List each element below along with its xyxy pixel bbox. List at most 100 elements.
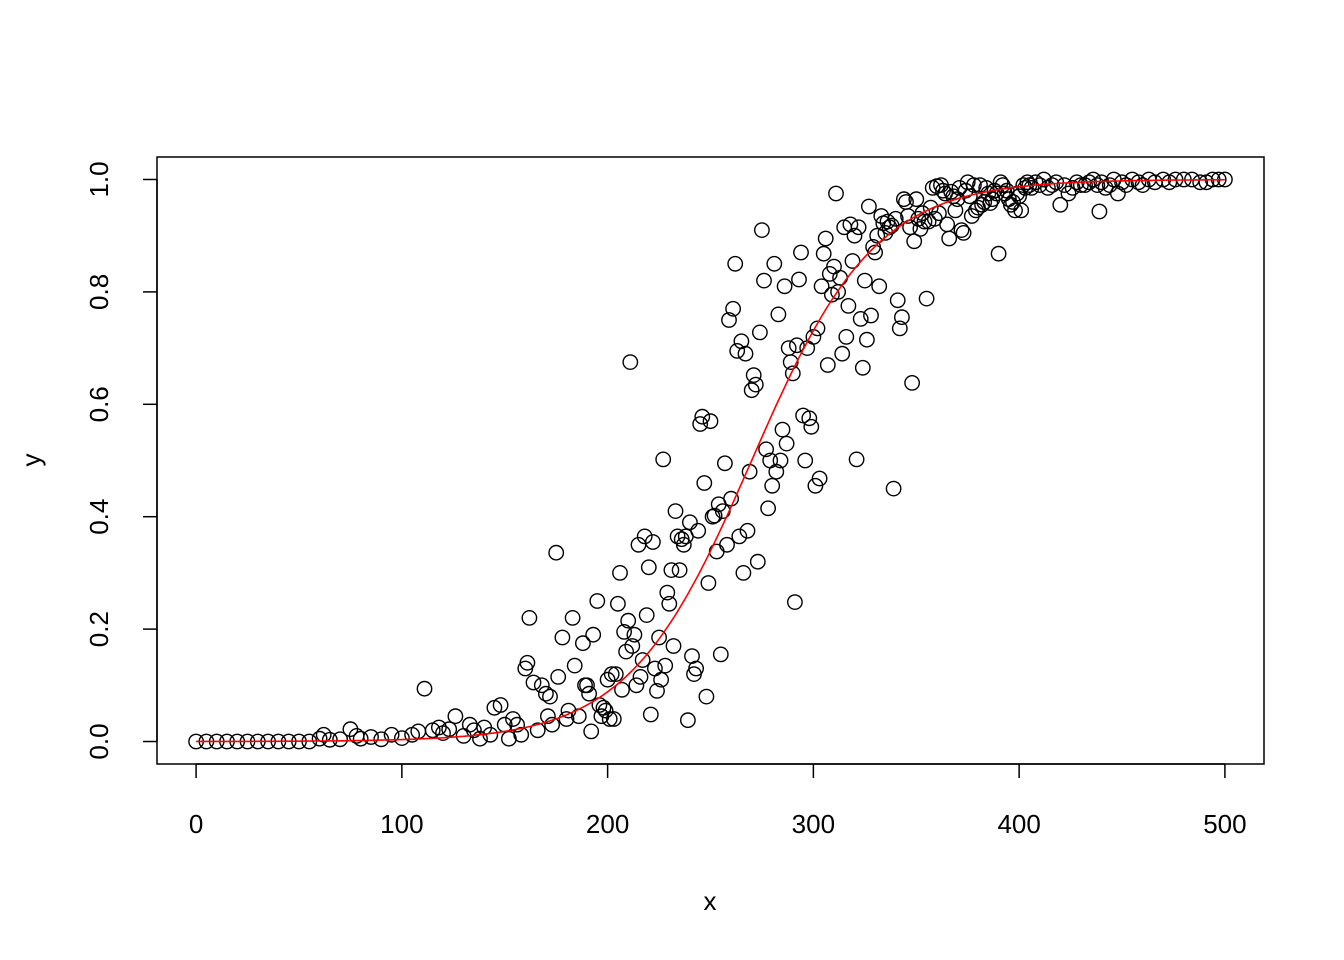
data-point	[844, 253, 861, 269]
data-point	[665, 638, 682, 654]
data-point	[581, 685, 597, 702]
data-point	[756, 272, 772, 289]
data-point	[1134, 177, 1151, 194]
data-point	[671, 562, 688, 578]
data-point	[533, 677, 550, 694]
data-point	[465, 722, 482, 739]
data-point	[544, 716, 560, 733]
data-point	[774, 421, 791, 438]
data-point	[1007, 202, 1023, 219]
data-point	[700, 575, 717, 591]
data-point	[834, 345, 851, 362]
data-point	[558, 711, 575, 727]
data-point	[667, 503, 684, 519]
data-point	[896, 191, 912, 208]
data-point	[698, 688, 715, 705]
data-point	[737, 345, 754, 362]
data-point	[601, 711, 618, 727]
data-point	[393, 730, 410, 746]
data-point	[803, 418, 820, 435]
data-point	[505, 711, 521, 727]
data-point	[994, 177, 1011, 194]
data-point	[968, 202, 984, 219]
data-point	[599, 671, 616, 688]
data-point	[529, 722, 546, 739]
data-point	[1056, 177, 1073, 194]
data-point	[690, 522, 707, 539]
data-point	[1089, 177, 1106, 194]
data-point	[918, 290, 935, 307]
data-point	[1013, 202, 1030, 219]
data-point	[764, 477, 781, 494]
data-point	[603, 666, 620, 682]
x-tick-label: 300	[792, 809, 835, 839]
data-point	[692, 416, 709, 432]
data-point	[704, 508, 721, 525]
data-point	[838, 328, 855, 345]
data-point	[548, 544, 565, 561]
data-point	[885, 480, 902, 497]
data-point	[669, 528, 686, 545]
data-point	[509, 716, 525, 733]
data-point	[859, 331, 875, 348]
data-point	[1035, 171, 1052, 188]
data-point	[963, 208, 980, 224]
data-point	[1085, 171, 1102, 188]
data-point	[626, 626, 643, 643]
data-point	[1114, 174, 1130, 191]
data-point	[840, 297, 857, 314]
data-point	[778, 435, 795, 452]
data-point	[776, 278, 793, 295]
data-point	[782, 354, 799, 370]
data-point	[791, 271, 807, 288]
data-point	[727, 255, 744, 272]
data-point	[966, 177, 982, 194]
data-point	[624, 638, 641, 654]
data-point	[990, 245, 1007, 262]
data-point	[579, 677, 595, 694]
y-tick-label: 0.6	[84, 386, 114, 422]
data-point	[447, 708, 464, 725]
data-point	[894, 309, 910, 326]
data-point	[766, 255, 783, 272]
y-axis: 0.0 0.2 0.4 0.6 0.8 1.0	[84, 161, 158, 760]
data-point	[760, 500, 776, 517]
data-point	[1052, 196, 1069, 213]
data-point	[1110, 185, 1126, 202]
data-point	[675, 536, 692, 553]
data-point	[854, 359, 871, 376]
data-point	[861, 198, 877, 215]
data-point	[717, 455, 733, 472]
data-point	[955, 224, 972, 241]
data-point	[1060, 185, 1077, 202]
data-point	[352, 730, 369, 747]
data-point	[752, 324, 768, 341]
data-point	[871, 278, 888, 295]
data-point	[846, 227, 863, 244]
data-point	[618, 643, 634, 660]
data-point	[789, 337, 805, 354]
x-axis: 0 100 200 300 400 500	[189, 763, 1247, 839]
data-point	[729, 342, 746, 359]
data-point	[801, 410, 818, 427]
data-point	[363, 729, 379, 745]
data-point	[747, 376, 764, 393]
data-point	[1005, 194, 1021, 210]
data-point	[1040, 179, 1056, 196]
data-point	[809, 320, 826, 337]
data-point	[731, 528, 748, 545]
y-tick-label: 1.0	[84, 161, 114, 197]
data-point	[640, 559, 657, 576]
data-point	[416, 680, 433, 697]
fitted-curve-line	[196, 178, 1225, 743]
y-tick-label: 0.0	[84, 723, 114, 759]
y-tick-label: 0.4	[84, 499, 114, 535]
data-point	[719, 536, 735, 553]
data-point	[655, 451, 672, 468]
data-point	[904, 374, 920, 391]
x-tick-label: 500	[1203, 809, 1246, 839]
data-point	[819, 357, 836, 373]
x-tick-label: 0	[189, 809, 203, 839]
fitted-curve	[196, 178, 1225, 743]
